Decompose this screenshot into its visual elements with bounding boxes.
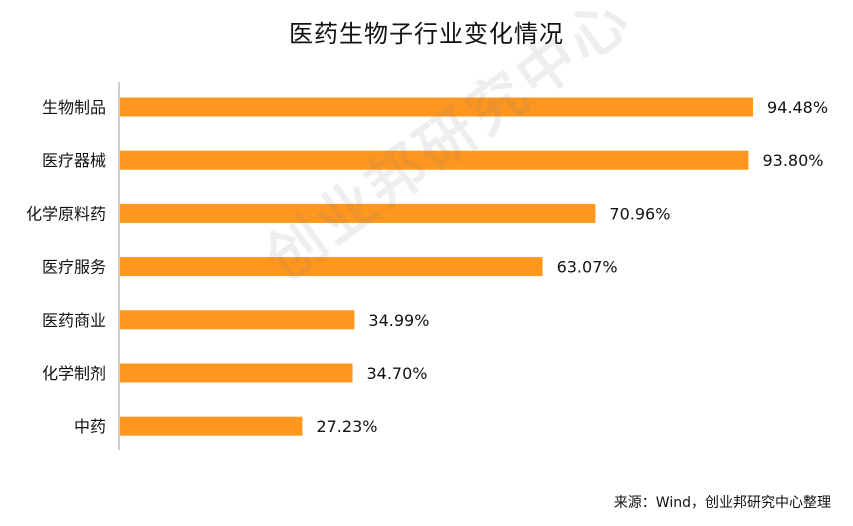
data-label: 63.07% (557, 258, 618, 277)
data-label: 70.96% (609, 204, 670, 223)
bar (120, 150, 749, 170)
bar (120, 416, 303, 436)
bar (120, 363, 353, 383)
data-label: 34.70% (366, 364, 427, 383)
chart-title: 医药生物子行业变化情况 (289, 20, 564, 48)
category-label: 医疗器械 (42, 151, 106, 170)
category-label: 医疗服务 (42, 258, 106, 277)
data-label: 93.80% (762, 151, 823, 170)
category-label: 生物制品 (42, 98, 106, 117)
bar (120, 257, 543, 277)
data-label: 94.48% (767, 98, 828, 117)
bar (120, 310, 355, 330)
source-note: 来源：Wind，创业邦研究中心整理 (613, 495, 831, 511)
category-label: 医药商业 (42, 311, 106, 330)
data-label: 34.99% (368, 311, 429, 330)
data-label: 27.23% (316, 417, 377, 436)
bar (120, 203, 596, 223)
category-label: 中药 (74, 417, 106, 436)
category-label: 化学制剂 (42, 364, 106, 383)
category-label: 化学原料药 (26, 204, 106, 223)
bar (120, 97, 754, 117)
